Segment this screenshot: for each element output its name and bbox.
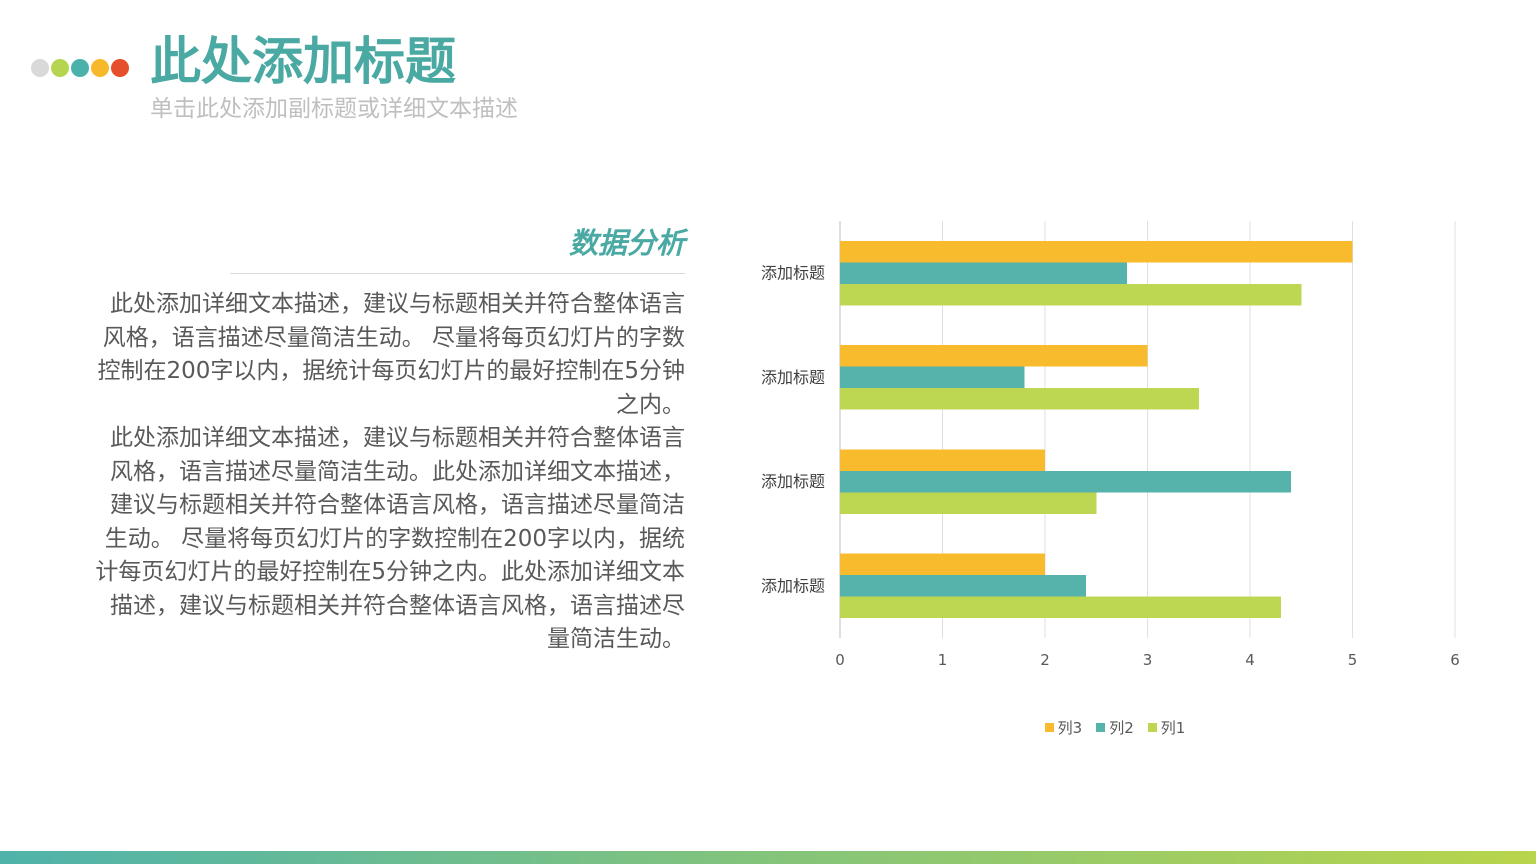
section-heading: 数据分析	[568, 226, 685, 260]
paragraph-line: 描述，建议与标题相关并符合整体语言风格，语言描述尽	[110, 592, 685, 619]
category-label: 添加标题	[761, 368, 825, 387]
category-label: 添加标题	[761, 472, 825, 491]
bar-series3-category3	[840, 449, 1045, 471]
bar-series3-category1	[840, 240, 1353, 263]
legend-swatch	[1044, 722, 1054, 732]
bottom-gradient-bar	[0, 851, 1536, 864]
bar-series2-category3	[840, 470, 1291, 493]
x-tick-label: 3	[1143, 651, 1153, 669]
x-tick-label: 1	[938, 651, 948, 669]
x-tick-label: 6	[1450, 651, 1460, 669]
paragraph-line: 风格，语言描述尽量简洁生动。 尽量将每页幻灯片的字数	[102, 324, 685, 351]
paragraph-2: 此处添加详细文本描述，建议与标题相关并符合整体语言 风格，语言描述尽量简洁生动。此…	[70, 422, 685, 657]
paragraph-1: 此处添加详细文本描述，建议与标题相关并符合整体语言风格，语言描述尽量简洁生动。 …	[70, 288, 685, 422]
bar-series2-category1	[840, 262, 1127, 284]
x-tick-label: 0	[835, 651, 845, 669]
paragraph-line: 建议与标题相关并符合整体语言风格，语言描述尽量简洁	[110, 492, 685, 518]
x-tick-label: 2	[1040, 651, 1050, 669]
x-tick-label: 4	[1245, 651, 1255, 669]
legend-label: 列2	[1109, 718, 1134, 737]
category-label: 添加标题	[761, 576, 825, 595]
decor-dot-5	[111, 59, 129, 77]
bar-series3-category4	[840, 553, 1045, 576]
chart-legend: 列3 列2 列1	[965, 717, 1265, 737]
paragraph-line: 此处添加详细文本描述，建议与标题相关并符合整体语言	[110, 425, 685, 451]
paragraph-line: 此处添加详细文本描述，建议与标题相关并符合整体语言	[110, 291, 685, 317]
bar-chart: 0 1 2 3 4 5 6 添加标题 添加标题 添加标题 添加标题 列3 列2 列1	[740, 200, 1500, 760]
paragraph-line: 生动。 尽量将每页幻灯片的字数控制在200字以内，据统	[104, 525, 685, 552]
header-dots	[31, 59, 129, 77]
page-subtitle: 单击此处添加副标题或详细文本描述	[150, 96, 518, 122]
legend-swatch	[1147, 722, 1157, 732]
paragraph-line: 控制在200字以内，据统计每页幻灯片的最好控制在5分钟	[97, 358, 685, 384]
legend-swatch	[1096, 722, 1106, 732]
paragraph-line: 之内。	[616, 391, 685, 418]
decor-dot-2	[51, 59, 69, 77]
heading-divider	[230, 273, 685, 274]
legend-label: 列3	[1057, 718, 1083, 737]
bar-series2-category4	[840, 575, 1086, 597]
bar-series1-category4	[840, 596, 1281, 619]
decor-dot-4	[91, 59, 109, 77]
category-label: 添加标题	[761, 264, 825, 283]
legend-item-series3: 列3	[1044, 717, 1083, 738]
bar-series3-category2	[840, 345, 1148, 367]
x-tick-label: 5	[1348, 651, 1358, 669]
paragraph-line: 计每页幻灯片的最好控制在5分钟之内。此处添加详细文本	[95, 559, 685, 585]
decor-dot-1	[31, 59, 49, 77]
bar-series1-category3	[840, 492, 1097, 514]
paragraph-line: 量简洁生动。	[547, 626, 685, 652]
page-title: 此处添加标题	[150, 33, 457, 92]
legend-item-series2: 列2	[1096, 717, 1134, 738]
body-text: 此处添加详细文本描述，建议与标题相关并符合整体语言 风格，语言描述尽量简洁生动。 …	[70, 288, 685, 657]
legend-label: 列1	[1160, 718, 1186, 737]
decor-dot-3	[71, 59, 89, 77]
bar-series1-category2	[840, 388, 1199, 410]
legend-item-series1: 列1	[1147, 717, 1186, 738]
paragraph-line: 风格，语言描述尽量简洁生动。此处添加详细文本描述，	[110, 458, 685, 485]
bar-series2-category2	[840, 366, 1025, 389]
bar-series1-category1	[840, 283, 1302, 306]
